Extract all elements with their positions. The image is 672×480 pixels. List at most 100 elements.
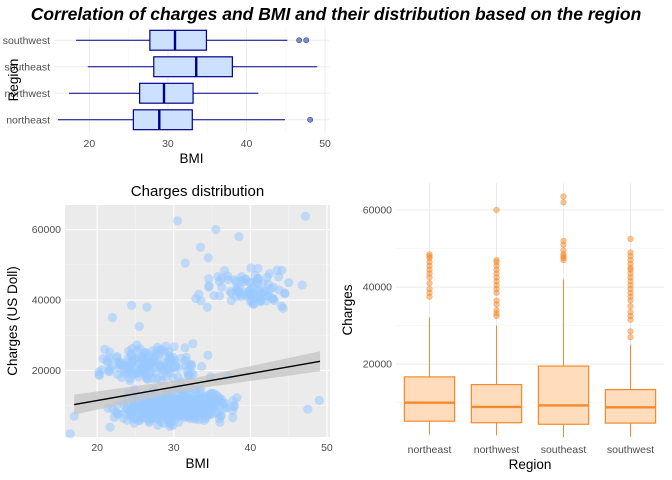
y-axis-label: Charges (US Doll) bbox=[5, 266, 20, 376]
scatter-point bbox=[176, 353, 186, 363]
y-tick-label: southwest bbox=[3, 35, 50, 47]
x-axis-label: BMI bbox=[185, 456, 209, 471]
outlier-point bbox=[560, 247, 567, 254]
scatter-point bbox=[236, 275, 246, 286]
scatter-point bbox=[228, 406, 238, 416]
scatter-point bbox=[214, 276, 225, 286]
outlier-point bbox=[560, 237, 567, 244]
scatter-point bbox=[160, 396, 170, 406]
scatter-point bbox=[218, 399, 229, 409]
y-axis-label: Region bbox=[6, 59, 21, 102]
box-southwest bbox=[149, 29, 208, 51]
outlier-point bbox=[493, 256, 500, 264]
scatter-point bbox=[203, 253, 213, 263]
scatter-point bbox=[215, 417, 225, 427]
scatter-point bbox=[204, 282, 214, 292]
outlier-point bbox=[560, 199, 567, 206]
outlier-point bbox=[426, 280, 433, 287]
scatter-point bbox=[245, 296, 256, 307]
scatter-point bbox=[225, 286, 235, 297]
outlier-point bbox=[493, 206, 500, 214]
main-title: Correlation of charges and BMI and their… bbox=[31, 4, 642, 24]
scatter-point bbox=[133, 372, 144, 382]
scatter-point bbox=[142, 302, 152, 312]
scatter-point bbox=[180, 258, 190, 268]
y-tick-label: 40000 bbox=[363, 282, 392, 294]
scatter-point bbox=[134, 321, 144, 332]
scatter-point bbox=[246, 263, 256, 273]
chart-title: Charges distribution bbox=[131, 183, 264, 200]
x-tick-label: 40 bbox=[241, 138, 253, 150]
scatter-point bbox=[211, 225, 221, 235]
scatter-point bbox=[297, 280, 307, 290]
scatter-point bbox=[253, 263, 263, 273]
scatter-point bbox=[234, 232, 244, 242]
scatter-point bbox=[314, 395, 324, 405]
scatter-point bbox=[277, 265, 287, 275]
scatter-point bbox=[192, 394, 202, 405]
x-tick-label: northeast bbox=[408, 444, 452, 456]
scatter-point bbox=[199, 405, 210, 415]
scatter-point bbox=[97, 365, 107, 375]
y-axis-label: Charges bbox=[340, 284, 355, 335]
scatter-point bbox=[232, 393, 242, 403]
scatter-point bbox=[200, 398, 210, 408]
outlier-point bbox=[426, 285, 433, 293]
outlier-point bbox=[307, 116, 314, 123]
scatter-point bbox=[219, 266, 230, 276]
x-tick-label: southwest bbox=[607, 444, 654, 456]
scatter-point bbox=[223, 275, 233, 285]
scatter-point bbox=[209, 291, 219, 301]
outlier-point bbox=[493, 297, 500, 304]
scatter-point bbox=[171, 362, 181, 372]
scatter-point bbox=[206, 405, 216, 415]
scatter-point bbox=[65, 429, 75, 439]
scatter-point bbox=[107, 313, 118, 323]
scatter-point bbox=[203, 350, 213, 360]
x-tick-label: 30 bbox=[168, 442, 180, 454]
scatter-point bbox=[125, 375, 135, 386]
y-tick-label: northwest bbox=[4, 88, 50, 100]
y-tick-label: southeast bbox=[4, 61, 50, 73]
scatter-point bbox=[105, 422, 115, 432]
scatter-point bbox=[226, 295, 236, 306]
scatter-point bbox=[172, 216, 183, 226]
scatter-point bbox=[253, 273, 263, 284]
scatter-point bbox=[197, 361, 207, 372]
scatter-point bbox=[161, 372, 171, 382]
x-tick-label: 50 bbox=[321, 442, 333, 454]
charges-vs-bmi-scatter: 20 30 40 50 20000 40000 60000 Charges distribut… bbox=[5, 183, 333, 471]
box-northeast bbox=[403, 376, 456, 422]
scatter-point bbox=[112, 409, 123, 419]
y-tick-label: 60000 bbox=[363, 204, 392, 216]
scatter-point bbox=[127, 300, 137, 310]
scatter-point bbox=[251, 284, 261, 295]
scatter-point bbox=[192, 402, 202, 412]
scatter-point bbox=[169, 342, 179, 352]
scatter-point bbox=[129, 363, 140, 373]
scatter-point bbox=[210, 397, 220, 407]
scatter-point bbox=[129, 418, 139, 428]
outlier-point bbox=[627, 235, 634, 242]
scatter-point bbox=[129, 354, 139, 364]
scatter-point bbox=[276, 301, 287, 311]
x-axis-label: BMI bbox=[179, 151, 203, 166]
outlier-point bbox=[627, 303, 634, 310]
trend-line bbox=[74, 360, 321, 406]
scatter-point bbox=[234, 287, 245, 297]
x-tick-label: 20 bbox=[84, 138, 96, 150]
box-southeast bbox=[537, 365, 590, 425]
scatter-point bbox=[115, 358, 126, 368]
scatter-point bbox=[167, 396, 177, 406]
outlier-point bbox=[627, 334, 634, 341]
scatter-point bbox=[188, 339, 198, 349]
scatter-point bbox=[188, 369, 198, 380]
scatter-point bbox=[172, 404, 183, 414]
box-southeast bbox=[153, 56, 233, 78]
scatter-point bbox=[196, 296, 206, 306]
scatter-point bbox=[173, 372, 183, 382]
outlier-point bbox=[303, 37, 310, 44]
scatter-point bbox=[230, 275, 240, 285]
scatter-point bbox=[261, 296, 272, 306]
